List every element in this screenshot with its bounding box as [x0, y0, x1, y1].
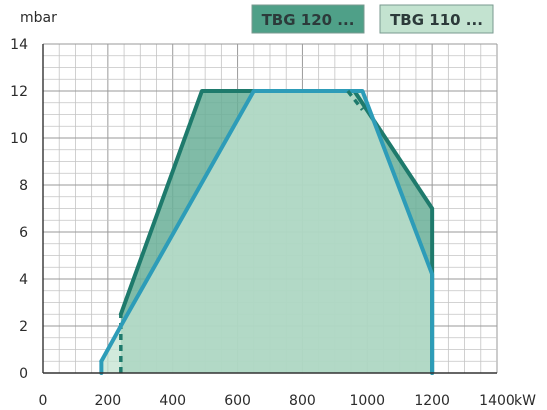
- y-tick-label: 12: [10, 84, 28, 100]
- x-tick-label: 200: [94, 393, 121, 409]
- y-tick-label: 10: [10, 131, 28, 147]
- x-tick-label: 1200: [414, 393, 450, 409]
- x-axis-label: kW: [514, 393, 536, 409]
- x-tick-label: 800: [289, 393, 316, 409]
- y-tick-label: 14: [10, 37, 28, 53]
- y-tick-label: 6: [19, 225, 28, 241]
- x-tick-label: 600: [224, 393, 251, 409]
- y-axis-label: mbar: [20, 10, 57, 26]
- series-line-1: [99, 89, 435, 375]
- tick-labels: 0 200 400 600 800 1000 1200 1400 0 2 4 6 8 10 12 14: [10, 37, 515, 409]
- x-tick-label: 1400: [479, 393, 515, 409]
- legend-label-1: TBG 110 ...: [390, 11, 483, 29]
- series-area-1: [101, 91, 433, 373]
- series-areas: [101, 91, 433, 373]
- axes: [42, 44, 497, 374]
- y-tick-label: 4: [19, 272, 28, 288]
- series-lines: [99, 89, 435, 375]
- legend: TBG 120 ... TBG 110 ...: [251, 4, 494, 34]
- series-dashed-1: [346, 89, 364, 111]
- x-tick-label: 0: [39, 393, 48, 409]
- legend-swatch-0: [251, 4, 365, 34]
- x-tick-label: 400: [159, 393, 186, 409]
- y-tick-label: 0: [19, 366, 28, 382]
- y-tick-label: 8: [19, 178, 28, 194]
- y-tick-label: 2: [19, 319, 28, 335]
- legend-label-0: TBG 120 ...: [262, 11, 355, 29]
- x-tick-label: 1000: [349, 393, 385, 409]
- legend-swatch-1: [379, 4, 494, 34]
